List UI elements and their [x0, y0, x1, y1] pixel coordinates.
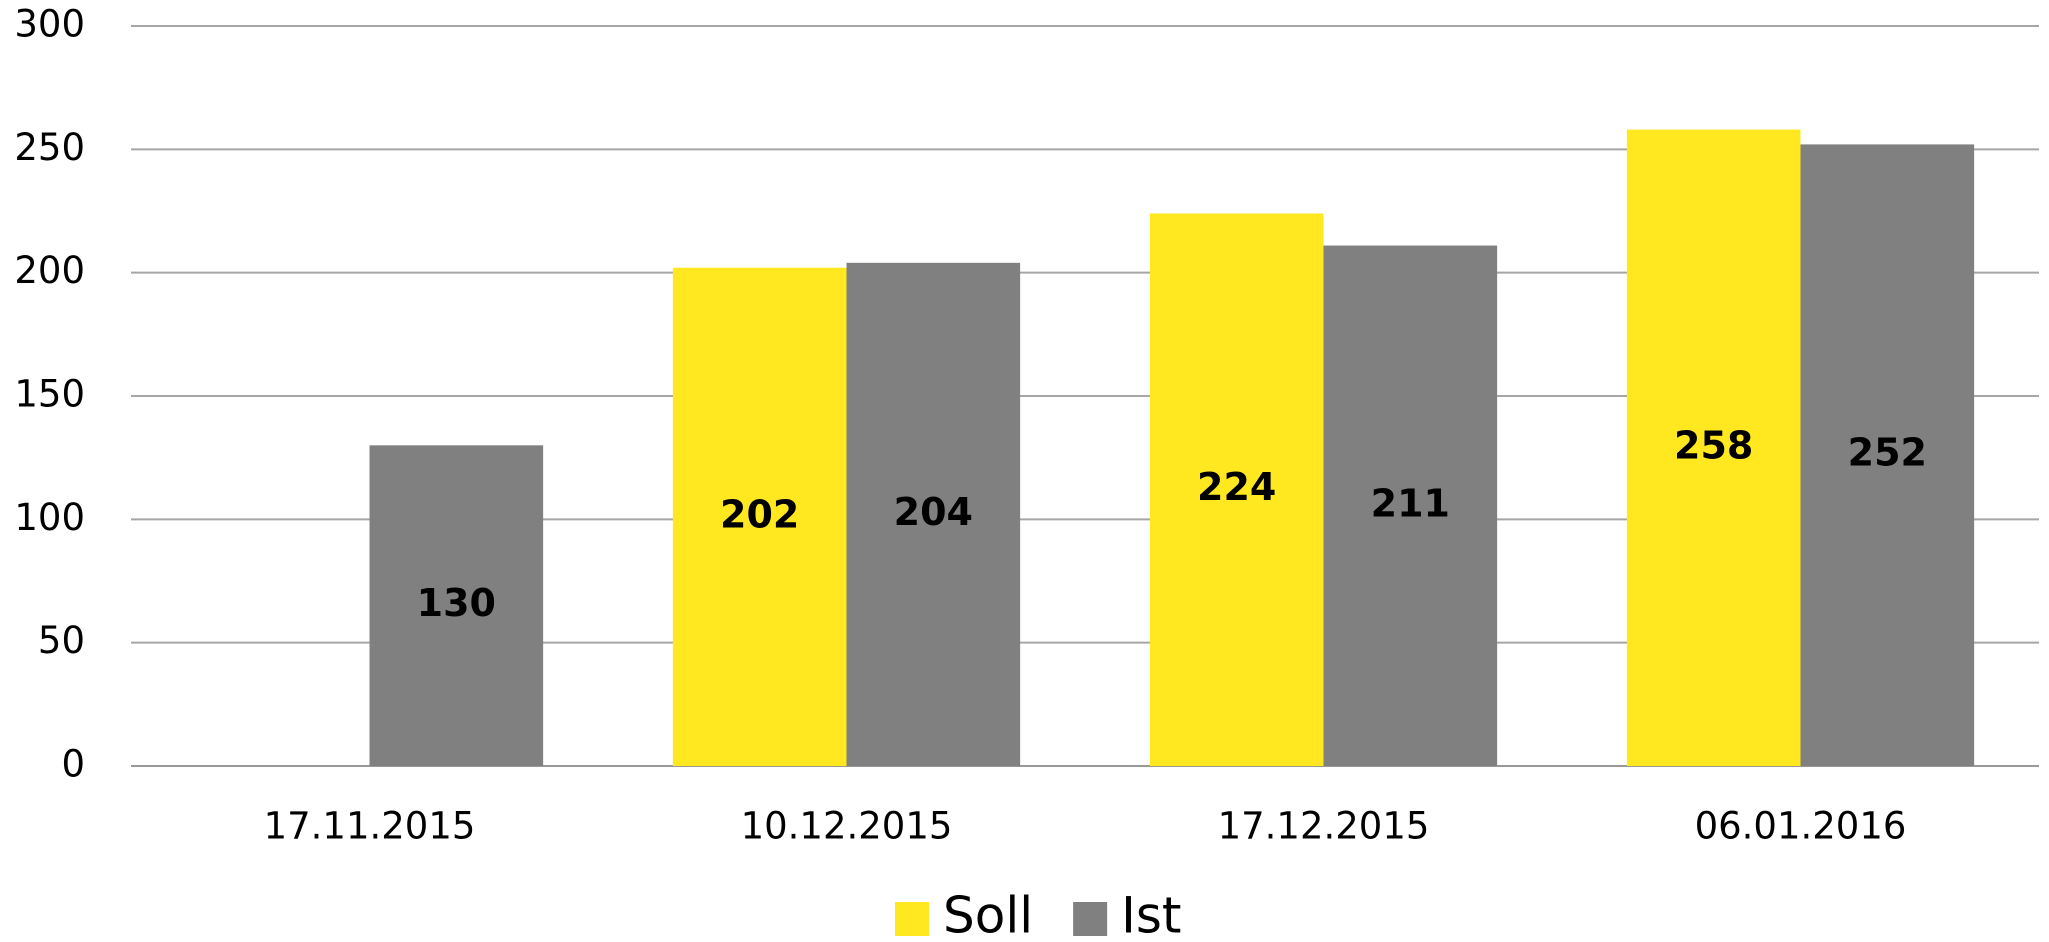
- y-tick-label: 50: [38, 619, 85, 662]
- y-tick-label: 300: [14, 3, 85, 46]
- y-tick-label: 0: [61, 743, 85, 786]
- bar: [1626, 129, 1801, 767]
- legend-label: Ist: [1121, 887, 1181, 942]
- bar: [1800, 144, 1975, 766]
- data-label: 202: [720, 492, 799, 536]
- data-label: 252: [1848, 431, 1927, 475]
- bar: [1149, 213, 1324, 766]
- legend-swatch: [895, 902, 929, 936]
- data-label: 211: [1371, 481, 1450, 525]
- x-tick-label: 17.12.2015: [1218, 805, 1430, 848]
- data-label: 204: [894, 490, 973, 534]
- y-tick-label: 200: [14, 249, 85, 292]
- data-label: 258: [1674, 423, 1753, 467]
- x-tick-label: 17.11.2015: [264, 805, 476, 848]
- y-tick-label: 150: [14, 373, 85, 416]
- bar: [672, 267, 847, 766]
- bar: [1323, 245, 1498, 767]
- legend-swatch: [1073, 902, 1108, 936]
- data-label: 224: [1197, 465, 1276, 509]
- x-tick-label: 10.12.2015: [741, 805, 953, 848]
- bar: [369, 445, 544, 766]
- data-label: 130: [417, 581, 496, 625]
- y-tick-label: 100: [14, 496, 85, 539]
- bar: [846, 262, 1021, 766]
- x-tick-label: 06.01.2016: [1695, 805, 1907, 848]
- legend-label: Soll: [943, 887, 1033, 942]
- y-tick-label: 250: [14, 126, 85, 169]
